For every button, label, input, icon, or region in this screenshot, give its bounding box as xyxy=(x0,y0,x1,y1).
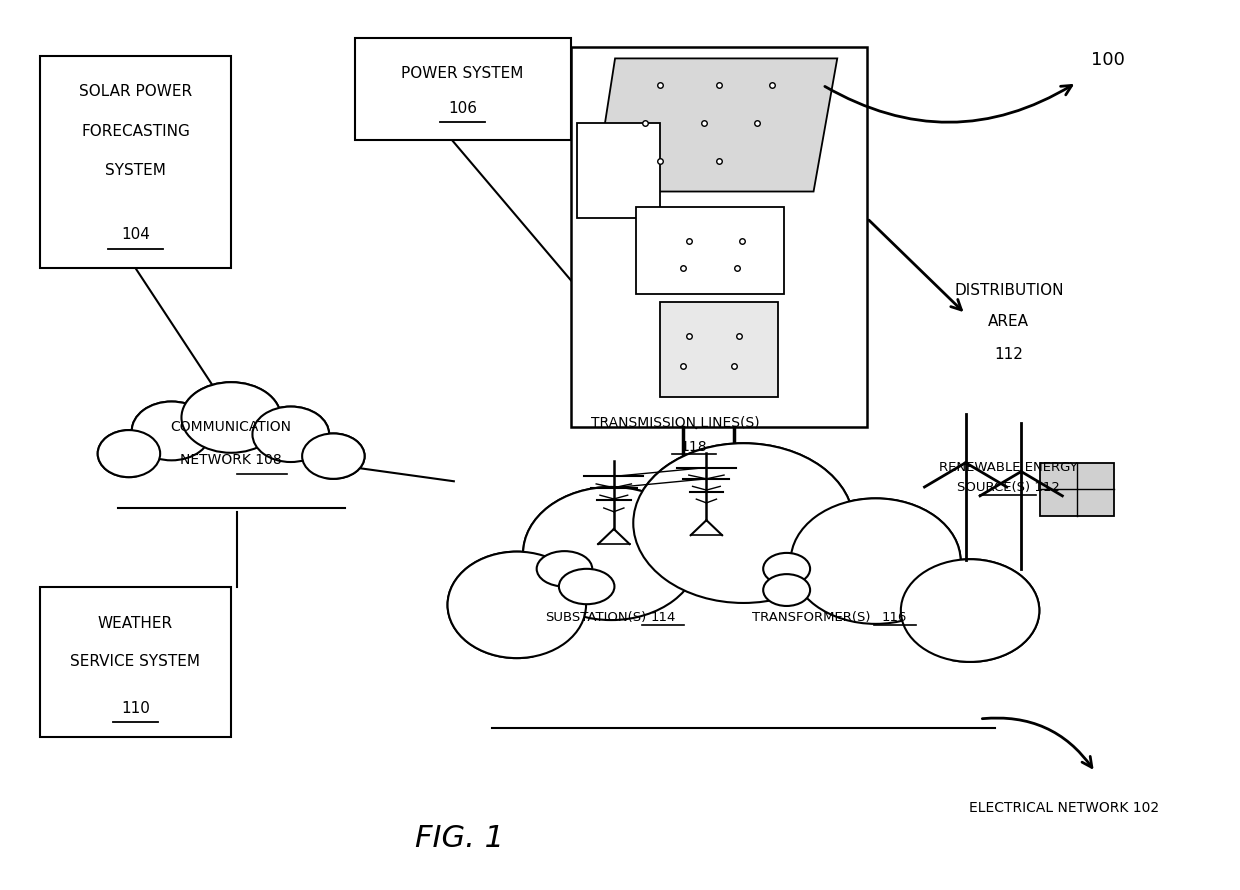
Text: SOURCE(S) 112: SOURCE(S) 112 xyxy=(957,481,1060,494)
Ellipse shape xyxy=(120,409,342,510)
Polygon shape xyxy=(594,59,837,191)
Ellipse shape xyxy=(537,551,593,587)
Ellipse shape xyxy=(763,553,810,585)
Ellipse shape xyxy=(900,559,1039,662)
Ellipse shape xyxy=(448,552,587,658)
Text: DISTRIBUTION: DISTRIBUTION xyxy=(954,283,1064,298)
Ellipse shape xyxy=(98,430,160,477)
Ellipse shape xyxy=(634,443,853,603)
Text: NETWORK 108: NETWORK 108 xyxy=(180,453,281,467)
Ellipse shape xyxy=(763,574,810,606)
Ellipse shape xyxy=(131,401,211,460)
Polygon shape xyxy=(577,123,660,218)
Ellipse shape xyxy=(181,382,280,453)
Text: RENEWABLE ENERGY: RENEWABLE ENERGY xyxy=(940,461,1079,473)
Ellipse shape xyxy=(523,487,699,620)
Text: SUBSTATION(S): SUBSTATION(S) xyxy=(544,611,646,624)
Ellipse shape xyxy=(791,498,961,624)
Ellipse shape xyxy=(253,407,329,462)
Ellipse shape xyxy=(253,407,329,462)
Ellipse shape xyxy=(523,487,699,620)
Text: SOLAR POWER: SOLAR POWER xyxy=(79,84,192,99)
Text: 114: 114 xyxy=(651,611,676,624)
FancyBboxPatch shape xyxy=(40,587,231,737)
Ellipse shape xyxy=(131,401,211,460)
Ellipse shape xyxy=(129,413,334,506)
Text: COMMUNICATION: COMMUNICATION xyxy=(171,420,291,434)
Text: SYSTEM: SYSTEM xyxy=(105,164,166,178)
Ellipse shape xyxy=(523,487,699,620)
Text: POWER SYSTEM: POWER SYSTEM xyxy=(402,66,523,81)
Ellipse shape xyxy=(498,504,990,732)
Text: AREA: AREA xyxy=(988,313,1029,328)
Ellipse shape xyxy=(900,559,1039,662)
Text: 104: 104 xyxy=(122,227,150,242)
Ellipse shape xyxy=(181,382,280,453)
Ellipse shape xyxy=(559,569,615,604)
Text: ELECTRICAL NETWORK 102: ELECTRICAL NETWORK 102 xyxy=(970,801,1159,814)
Ellipse shape xyxy=(303,433,365,479)
Bar xyxy=(118,487,345,508)
Ellipse shape xyxy=(253,407,329,462)
Text: 116: 116 xyxy=(882,611,906,624)
Text: 100: 100 xyxy=(1091,52,1125,69)
Ellipse shape xyxy=(900,559,1039,662)
Polygon shape xyxy=(636,206,784,295)
Ellipse shape xyxy=(498,504,990,732)
Text: 106: 106 xyxy=(448,101,477,117)
FancyBboxPatch shape xyxy=(40,56,231,268)
FancyBboxPatch shape xyxy=(1039,463,1114,516)
Ellipse shape xyxy=(98,430,160,477)
Text: 110: 110 xyxy=(122,701,150,716)
Ellipse shape xyxy=(634,443,853,603)
Text: WEATHER: WEATHER xyxy=(98,616,174,631)
Text: 112: 112 xyxy=(994,347,1023,362)
Text: SERVICE SYSTEM: SERVICE SYSTEM xyxy=(71,654,201,669)
Bar xyxy=(491,681,996,728)
Text: TRANSMISSION LINES(S): TRANSMISSION LINES(S) xyxy=(591,416,760,430)
Ellipse shape xyxy=(791,498,961,624)
Ellipse shape xyxy=(303,433,365,479)
Ellipse shape xyxy=(634,443,853,603)
Ellipse shape xyxy=(791,498,961,624)
Ellipse shape xyxy=(303,433,365,479)
FancyBboxPatch shape xyxy=(570,47,867,427)
Text: FORECASTING: FORECASTING xyxy=(81,124,190,139)
Ellipse shape xyxy=(98,430,160,477)
Ellipse shape xyxy=(448,552,587,658)
Ellipse shape xyxy=(120,409,342,510)
Text: FIG. 1: FIG. 1 xyxy=(415,824,503,854)
Ellipse shape xyxy=(448,552,587,658)
Text: 118: 118 xyxy=(681,440,707,454)
Ellipse shape xyxy=(517,514,970,723)
FancyBboxPatch shape xyxy=(355,38,570,140)
Text: TRANSFORMER(S): TRANSFORMER(S) xyxy=(753,611,870,624)
Ellipse shape xyxy=(131,401,211,460)
Ellipse shape xyxy=(181,382,280,453)
Polygon shape xyxy=(660,302,777,397)
